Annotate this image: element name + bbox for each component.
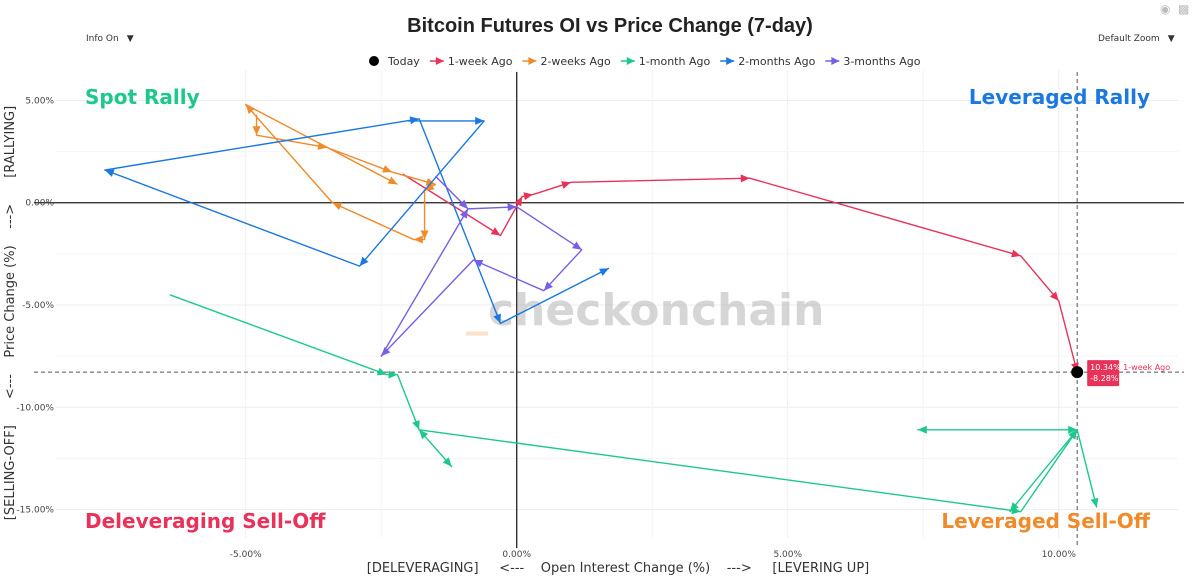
camera-icon[interactable]: ◉: [1160, 2, 1170, 16]
legend-item-0: 1-week Ago: [430, 55, 513, 68]
watermark: _checkonchain: [466, 285, 824, 336]
legend-label: 2-months Ago: [738, 55, 815, 68]
quadrant-label-bottom-left: Deleveraging Sell-Off: [85, 509, 326, 533]
legend-label: 2-weeks Ago: [540, 55, 611, 68]
y-tick-label: 5.00%: [25, 96, 54, 106]
bar-chart-icon[interactable]: ▩: [1178, 2, 1189, 16]
series-arrow: [105, 169, 115, 176]
x-tick-label: -5.00%: [230, 550, 262, 560]
series-arrow: [741, 174, 750, 182]
x-tick-labels: -5.00% 0.00% 5.00% 10.00%: [230, 550, 1077, 560]
series-arrow: [491, 227, 501, 235]
series-line: [246, 105, 436, 240]
y-tick-label: -10.00%: [16, 403, 54, 413]
legend-swatch-arrow: [436, 57, 444, 65]
legend: Today 1-week Ago 2-weeks Ago 1-month Ago 2-m…: [369, 55, 921, 68]
series-arrow: [412, 420, 419, 430]
tooltip-series-name: 1-week Ago: [1123, 363, 1170, 372]
y-tick-label: -15.00%: [16, 506, 54, 516]
y-axis-label-middle: <--- Price Change (%) --->: [3, 204, 18, 399]
zoom-label: Default Zoom: [1098, 34, 1160, 44]
legend-label: 3-months Ago: [843, 55, 920, 68]
quadrant-label-top-right: Leveraged Rally: [969, 85, 1150, 109]
y-tick-label: 0.00%: [25, 199, 54, 209]
series-arrow: [253, 126, 261, 135]
legend-swatch-arrow: [528, 57, 536, 65]
chevron-down-icon: ▼: [127, 34, 134, 44]
legend-swatch-arrow: [726, 57, 734, 65]
chart-title: Bitcoin Futures OI vs Price Change (7-da…: [407, 15, 813, 37]
series-arrow: [382, 165, 392, 172]
x-axis-label: [DELEVERAGING] <--- Open Interest Change…: [367, 561, 869, 576]
info-toggle-dropdown[interactable]: Info On ▼: [86, 34, 134, 44]
series-arrow: [523, 192, 533, 200]
series-1: [246, 105, 436, 244]
tooltip-x-value: 10.34%: [1090, 363, 1121, 372]
legend-item-2: 1-month Ago: [621, 55, 711, 68]
legend-item-1: 2-weeks Ago: [522, 55, 611, 68]
zoom-dropdown[interactable]: Default Zoom ▼: [1098, 34, 1175, 44]
y-axis-label-bottom: [SELLING-OFF]: [3, 425, 18, 520]
legend-item-4: 3-months Ago: [825, 55, 920, 68]
legend-label: 1-week Ago: [448, 55, 513, 68]
legend-marker: [369, 56, 379, 66]
y-tick-labels: 5.00% 0.00% -5.00% -10.00% -15.00%: [16, 96, 54, 515]
y-axis-label-top: [RALLYING]: [3, 106, 18, 178]
legend-label: 1-month Ago: [639, 55, 711, 68]
y-tick-label: -5.00%: [22, 301, 54, 311]
x-tick-label: 5.00%: [773, 550, 802, 560]
quadrant-label-bottom-right: Leveraged Sell-Off: [941, 509, 1150, 533]
info-toggle-label: Info On: [86, 34, 119, 44]
series-arrow: [1091, 498, 1099, 508]
legend-swatch-arrow: [627, 57, 635, 65]
legend-swatch-arrow: [831, 57, 839, 65]
tooltip: 10.34% -8.28% 1-week Ago: [1087, 360, 1170, 386]
series-arrow: [918, 426, 927, 434]
chevron-down-icon: ▼: [1168, 34, 1175, 44]
legend-label: Today: [387, 55, 420, 68]
quadrant-label-top-left: Spot Rally: [85, 85, 200, 109]
series-arrow: [561, 181, 571, 189]
x-tick-label: 10.00%: [1042, 550, 1077, 560]
tooltip-y-value: -8.28%: [1090, 374, 1119, 383]
series-arrow: [414, 236, 423, 244]
today-layer: [1071, 366, 1083, 378]
series-arrow: [377, 368, 387, 376]
x-tick-label: 0.00%: [502, 550, 531, 560]
series-arrow: [475, 117, 484, 125]
series-arrow: [572, 241, 582, 249]
today-marker: [1071, 366, 1083, 378]
legend-item-3: 2-months Ago: [720, 55, 815, 68]
y-axis-label: [SELLING-OFF] <--- Price Change (%) --->…: [3, 106, 18, 520]
legend-item-today: Today: [369, 55, 420, 68]
